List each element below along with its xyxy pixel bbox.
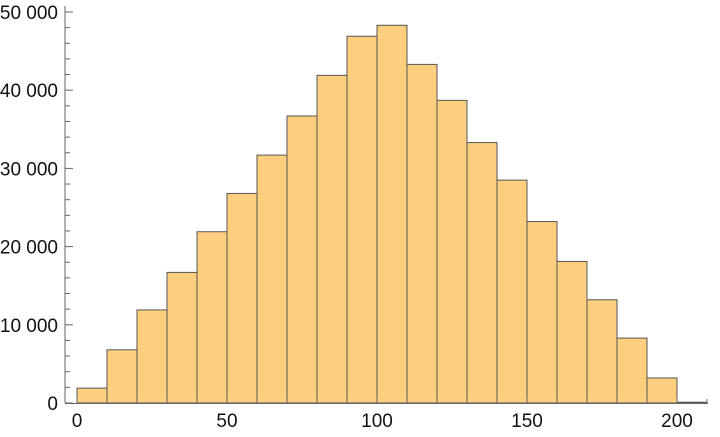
y-tick-label: 0 [47, 394, 58, 415]
y-tick-label: 40 000 [0, 81, 58, 102]
histogram-bar [346, 35, 378, 404]
histogram-bar [676, 401, 708, 404]
histogram-bar [616, 337, 648, 404]
x-tick-label: 100 [361, 411, 393, 432]
histogram-bar [496, 179, 528, 404]
histogram-bar [106, 349, 138, 404]
x-tick-label: 150 [511, 411, 543, 432]
x-tick-label: 50 [216, 411, 237, 432]
bars-group [76, 24, 708, 404]
histogram-bar [316, 74, 348, 404]
histogram-bar [256, 154, 288, 404]
histogram-bar [136, 309, 168, 404]
histogram-bar [556, 260, 588, 404]
y-tick-label: 50 000 [0, 3, 58, 24]
histogram-bar [646, 377, 678, 404]
histogram-bar [226, 192, 258, 404]
histogram-bar [76, 387, 108, 404]
histogram-bar [166, 271, 198, 404]
histogram-bar [586, 299, 618, 404]
x-tick-label: 0 [72, 411, 83, 432]
histogram-bar [196, 231, 228, 404]
y-tick-label: 10 000 [0, 316, 58, 337]
histogram-bar [466, 142, 498, 404]
axes-group: 0 10 000 20 000 30 000 40 000 50 000 0 50 100 150… [0, 3, 708, 432]
histogram-bar [526, 221, 558, 404]
histogram-bar [436, 99, 468, 404]
histogram-bar [376, 24, 408, 404]
histogram-bar [286, 115, 318, 404]
x-tick-label: 200 [661, 411, 693, 432]
y-tick-label: 20 000 [0, 238, 58, 259]
y-tick-label: 30 000 [0, 159, 58, 180]
histogram-bar [406, 63, 438, 404]
